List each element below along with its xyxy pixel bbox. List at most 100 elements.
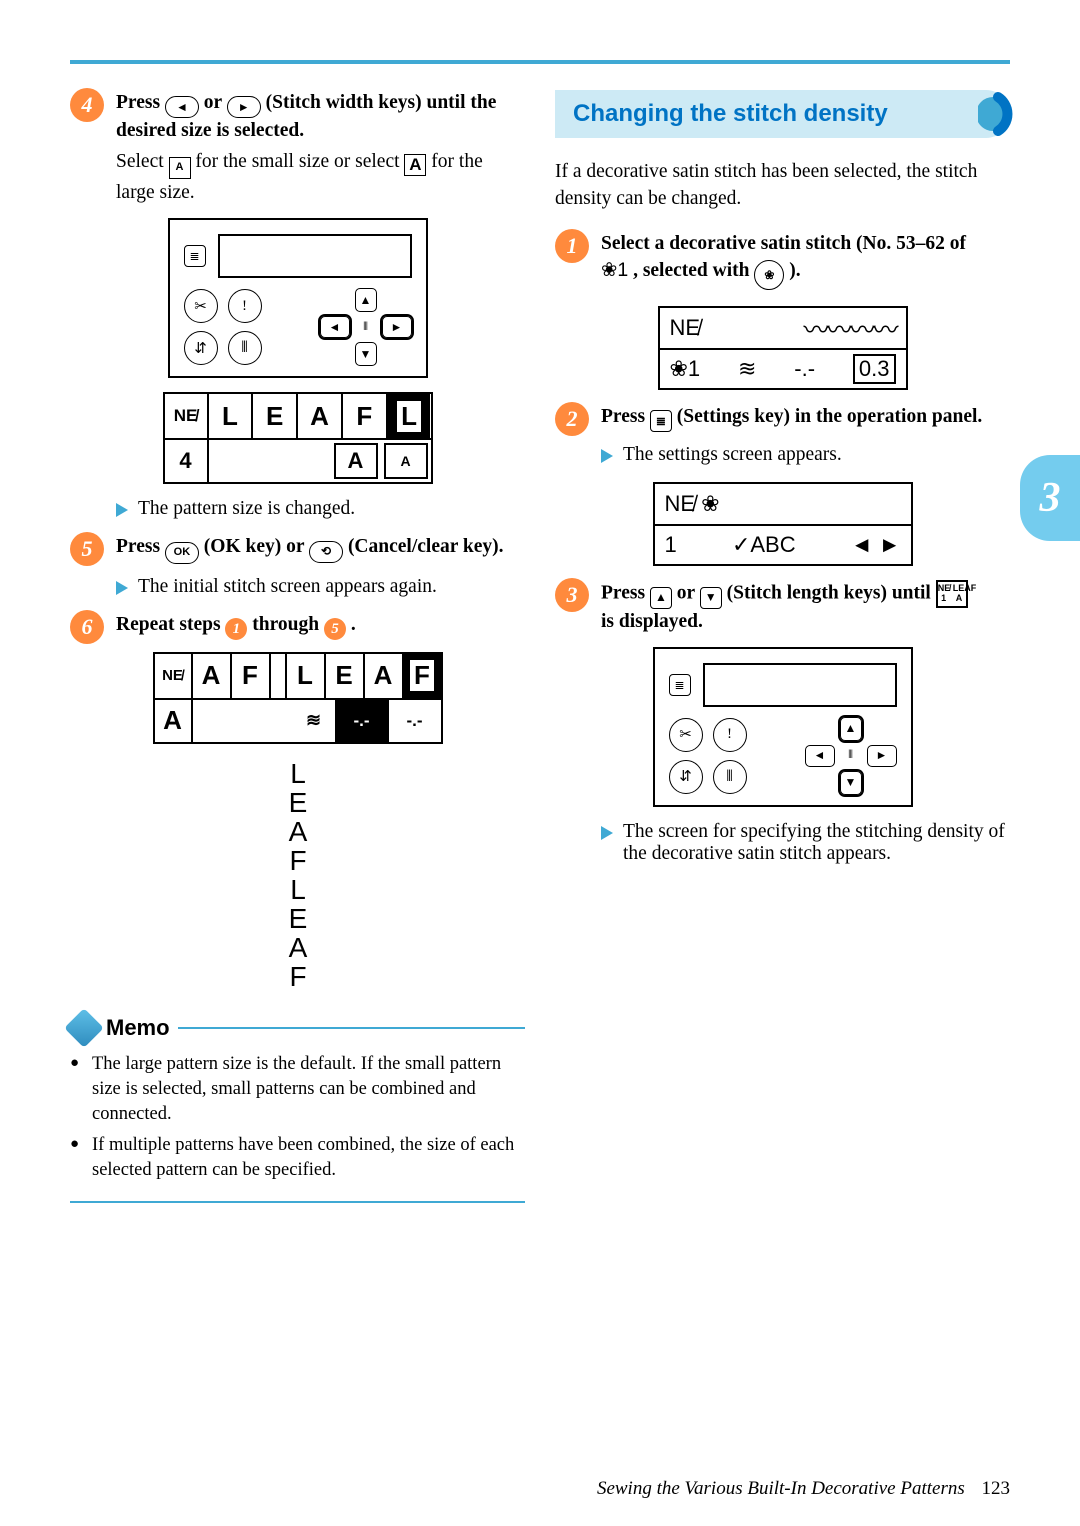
control-panel-figure: ≣ ✂ ! ⇵ ⦀ ▲ ⦀ ◄ ► ▼: [168, 218, 428, 378]
result-arrow-icon: [601, 826, 613, 840]
footer-title: Sewing the Various Built-In Decorative P…: [597, 1478, 965, 1499]
cell: NE̸ ❀: [665, 491, 720, 517]
controls-row: ✂ ! ⇵ ⦀ ▲ ⦀ ◄ ► ▼: [184, 288, 412, 366]
step-5: 5 Press OK (OK key) or ⟲ (Cancel/clear k…: [70, 534, 525, 563]
lcd-satin: NE̸ 〰〰〰〰 ❀1 ≋ -.- 0.3: [658, 306, 908, 390]
memo-title: Memo: [106, 1015, 170, 1041]
result-text: The initial stitch screen appears again.: [138, 576, 437, 597]
needle-icon: ⇵: [184, 331, 218, 365]
lcd-row: NE̸ ❀: [655, 484, 911, 524]
round-buttons: ✂ ! ⇵ ⦀: [184, 289, 262, 365]
memo-header: Memo: [70, 1014, 525, 1042]
cell: ≋: [738, 356, 756, 382]
result-text: The settings screen appears.: [623, 444, 842, 465]
lcd-leaf-double: NE̸ A F L E A F A ≋ -.- -.-: [153, 652, 443, 744]
lcd-row: ≣: [184, 234, 412, 278]
lcd-row: ≣: [669, 663, 897, 707]
step-1-title: Select a decorative satin stitch (No. 53…: [601, 231, 1010, 290]
controls-row: ✂ ! ⇵ ⦀ ▲ ⦀ ◄ ► ▼: [669, 717, 897, 795]
page-top-rule: [70, 60, 1010, 64]
right-column: Changing the stitch density If a decorat…: [555, 90, 1010, 1466]
cell: ≋: [293, 700, 337, 742]
t: Select a decorative satin stitch (No. 53…: [601, 233, 966, 254]
stitch-length-up-key: ▲: [650, 587, 672, 609]
ref-step-5: 5: [324, 618, 346, 640]
lcd-row: A ≋ -.- -.-: [155, 698, 441, 742]
lcd-row: 1 ✓ABC ◄ ►: [655, 524, 911, 564]
center-glyph: ⦀: [839, 749, 863, 762]
lcd-settings: NE̸ ❀ 1 ✓ABC ◄ ►: [653, 482, 913, 566]
stitch-length-down-key: ▼: [700, 587, 722, 609]
info-icon: !: [713, 718, 747, 752]
cell: L: [209, 394, 254, 438]
step-badge: 5: [70, 532, 104, 566]
right-key-highlighted: ►: [382, 316, 412, 338]
result-arrow-icon: [601, 449, 613, 463]
t: is displayed.: [601, 611, 703, 632]
t: Select: [116, 151, 169, 172]
section-title-bar: Changing the stitch density: [555, 90, 1010, 138]
right-key: ►: [867, 745, 897, 767]
cell: -.-: [794, 356, 815, 382]
step-4-title: Press ◄ or ► (Stitch width keys) until t…: [116, 90, 525, 144]
info-icon: !: [228, 289, 262, 323]
t: through: [252, 614, 324, 635]
display-target-icon: NE̸ LEAF 1 A: [936, 580, 968, 608]
settings-key-icon: ≣: [669, 674, 691, 696]
t: Repeat steps: [116, 614, 225, 635]
t: (Stitch length keys) until: [727, 582, 936, 603]
cell: A: [298, 394, 343, 438]
memo-item: The large pattern size is the default. I…: [70, 1052, 525, 1127]
t: or: [677, 582, 700, 603]
lcd-leaf-large: NE̸ L E A F L 4 A A: [163, 392, 433, 484]
memo-item: If multiple patterns have been combined,…: [70, 1133, 525, 1183]
cut-icon: ✂: [669, 718, 703, 752]
left-key-highlighted: ◄: [320, 316, 350, 338]
lcd-row: NE̸ A F L E A F: [155, 654, 441, 698]
small-size-icon: A: [169, 157, 191, 179]
section-title-text: Changing the stitch density: [573, 100, 888, 128]
cell: E: [326, 654, 365, 698]
lcd-screen: [218, 234, 412, 278]
step-badge: 2: [555, 402, 589, 436]
cell: NE̸: [155, 654, 193, 698]
step-2-title: Press ≣ (Settings key) in the operation …: [601, 404, 1010, 432]
t: Press: [601, 582, 650, 603]
left-key: ◄: [805, 745, 835, 767]
t: ).: [789, 260, 800, 281]
t: , selected with: [633, 260, 754, 281]
cell: ❀1: [670, 356, 701, 382]
step-6: 6 Repeat steps 1 through 5 .: [70, 612, 525, 640]
t: (Settings key) in the operation panel.: [677, 406, 983, 427]
step-badge: 1: [555, 229, 589, 263]
step-3: 3 Press ▲ or ▼ (Stitch length keys) unti…: [555, 580, 1010, 635]
arrow-cross: ▲ ⦀ ◄ ► ▼: [805, 717, 897, 795]
cell: [271, 654, 287, 698]
stitch-width-right-key: ►: [227, 96, 261, 118]
step-4-body: Select A for the small size or select A …: [116, 148, 525, 206]
step-1: 1 Select a decorative satin stitch (No. …: [555, 231, 1010, 290]
result-arrow-icon: [116, 503, 128, 517]
help-icon: ⦀: [713, 760, 747, 794]
t: Press: [601, 406, 650, 427]
stitch-width-left-key: ◄: [165, 96, 199, 118]
t: Press: [116, 92, 165, 113]
result-4: The pattern size is changed.: [116, 498, 525, 520]
step-badge: 3: [555, 578, 589, 612]
cell: 4: [165, 440, 209, 482]
section-intro: If a decorative satin stitch has been se…: [555, 158, 1010, 213]
cell: A: [193, 654, 232, 698]
t: or: [204, 92, 227, 113]
result-arrow-icon: [116, 581, 128, 595]
cell: NE̸: [165, 394, 209, 438]
cell: ✓ABC: [732, 532, 796, 558]
cell: F: [343, 394, 388, 438]
settings-key-icon: ≣: [184, 245, 206, 267]
page-number: 123: [982, 1478, 1011, 1499]
center-glyph: ⦀: [354, 321, 378, 334]
cell: ◄ ►: [851, 532, 901, 558]
result-5: The initial stitch screen appears again.: [116, 576, 525, 598]
page-content: 4 Press ◄ or ► (Stitch width keys) until…: [70, 90, 1010, 1466]
small-A-box: A: [384, 443, 428, 479]
memo-rule: [178, 1027, 525, 1029]
